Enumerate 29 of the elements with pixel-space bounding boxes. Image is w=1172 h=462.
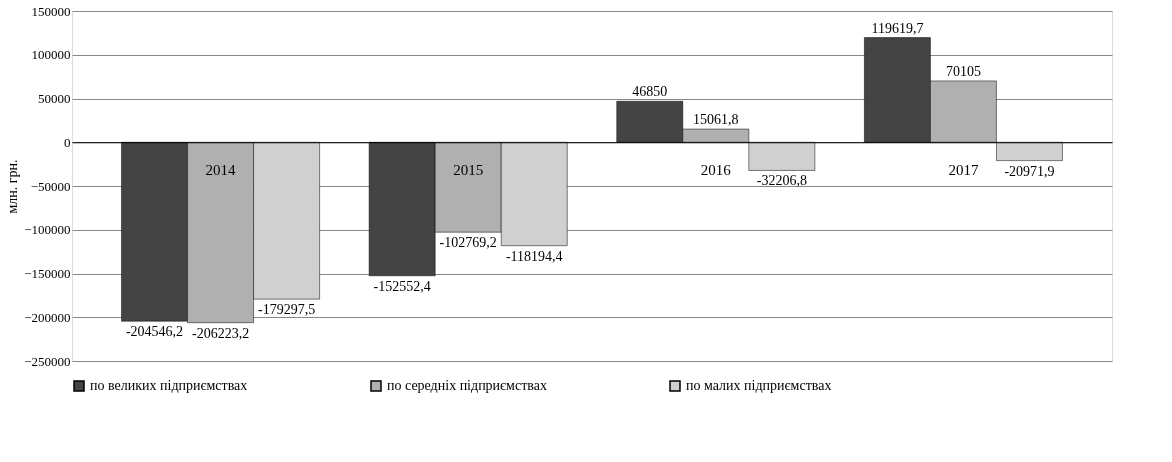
x-tick-label: 2015 xyxy=(453,161,484,178)
data-label: -204546,2 xyxy=(125,324,184,340)
legend-label: по малих підприємствах xyxy=(686,378,832,393)
data-label: 15061,8 xyxy=(693,112,739,128)
y-tick-label: −150000 xyxy=(24,266,71,281)
x-tick-label: 2016 xyxy=(700,161,732,178)
data-label: -206223,2 xyxy=(191,325,250,341)
y-tick-label: 50000 xyxy=(38,91,71,106)
data-label: 119619,7 xyxy=(871,20,924,36)
y-tick-label: 150000 xyxy=(31,3,71,19)
data-label: 70105 xyxy=(945,63,981,79)
data-label: 46850 xyxy=(632,84,668,100)
data-label: -179297,5 xyxy=(258,302,316,318)
y-tick-label: −100000 xyxy=(24,222,71,238)
y-tick-label: 100000 xyxy=(31,47,71,63)
legend-label: по середніх підприємствах xyxy=(387,378,547,393)
data-label: -32206,8 xyxy=(756,173,807,189)
data-label: -20971,9 xyxy=(1004,163,1055,179)
data-label: -118194,4 xyxy=(505,248,563,264)
x-tick-label: 2017 xyxy=(948,161,979,178)
y-tick-label: 0 xyxy=(64,134,71,150)
data-label: -152552,4 xyxy=(373,278,431,294)
x-tick-label: 2014 xyxy=(205,161,237,178)
y-tick-label: −200000 xyxy=(24,309,71,325)
legend-label: по великих підприємствах xyxy=(90,378,248,393)
data-label: -102769,2 xyxy=(439,235,497,251)
y-axis-title: млн. грн. xyxy=(5,159,21,214)
y-tick-label: −250000 xyxy=(24,353,71,369)
y-tick-label: −50000 xyxy=(30,178,71,194)
